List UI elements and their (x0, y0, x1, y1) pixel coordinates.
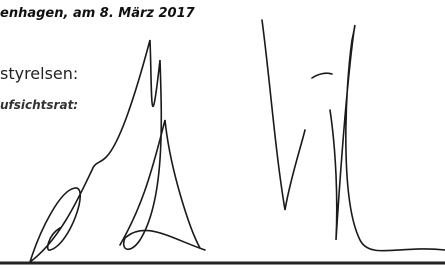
signature-left (30, 40, 205, 262)
page: enhagen, am 8. März 2017 styrelsen: ufsi… (0, 0, 445, 268)
signatures (0, 0, 445, 268)
signature-right (262, 20, 445, 251)
